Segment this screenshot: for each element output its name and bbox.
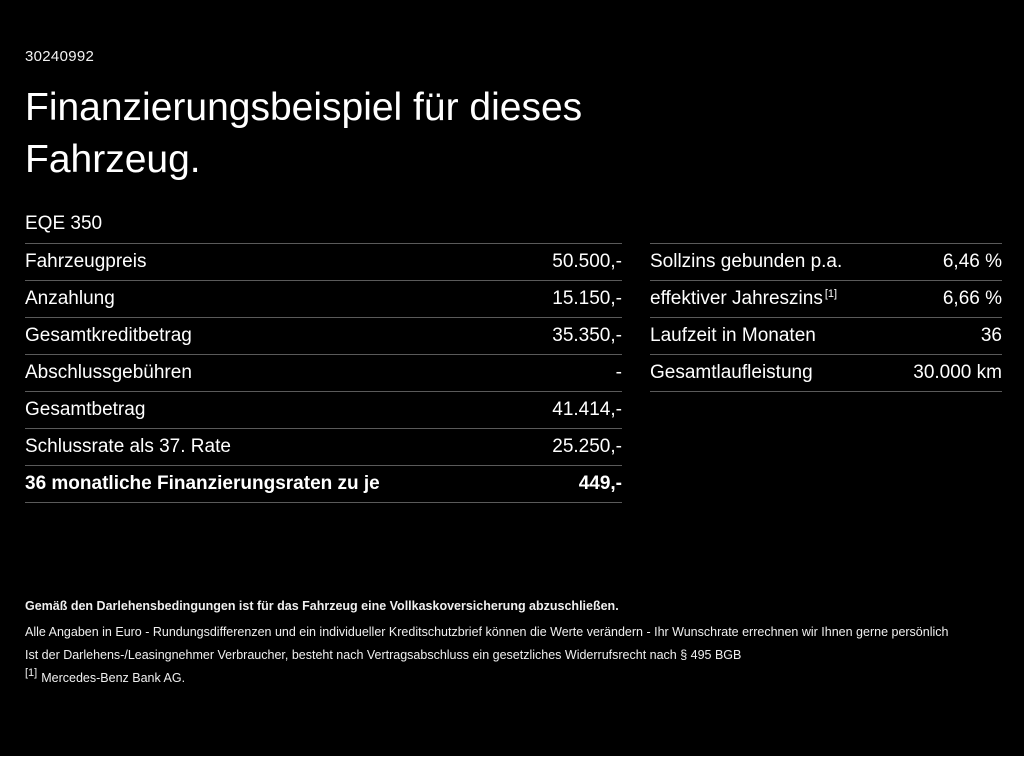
- footnote-disclaimer-2: Ist der Darlehens-/Leasingnehmer Verbrau…: [25, 647, 742, 662]
- row-label: Laufzeit in Monaten: [650, 325, 816, 346]
- row-value: 41.414,-: [552, 399, 622, 420]
- row-value: 50.500,-: [552, 251, 622, 272]
- row-value: 6,66 %: [942, 288, 1002, 309]
- table-row: Gesamtlaufleistung 30.000 km: [650, 354, 1002, 392]
- row-label: Anzahlung: [25, 288, 115, 309]
- row-label: Gesamtbetrag: [25, 399, 146, 420]
- row-value: -: [615, 362, 622, 383]
- row-label: Schlussrate als 37. Rate: [25, 436, 231, 457]
- row-label: Abschlussgebühren: [25, 362, 192, 383]
- table-row: Laufzeit in Monaten 36: [650, 317, 1002, 354]
- table-row: Gesamtkreditbetrag 35.350,-: [25, 317, 622, 354]
- footnotes: Gemäß den Darlehensbedingungen ist für d…: [25, 598, 990, 687]
- table-row: Sollzins gebunden p.a. 6,46 %: [650, 243, 1002, 280]
- row-label: Gesamtlaufleistung: [650, 362, 813, 383]
- row-label: 36 monatliche Finanzierungsraten zu je: [25, 473, 380, 494]
- row-value: 449,-: [578, 473, 622, 494]
- row-value: 36: [980, 325, 1002, 346]
- row-label: Fahrzeugpreis: [25, 251, 147, 272]
- vehicle-model: EQE 350: [25, 213, 103, 234]
- table-row: Schlussrate als 37. Rate 25.250,-: [25, 428, 622, 465]
- row-label: Gesamtkreditbetrag: [25, 325, 192, 346]
- document-id: 30240992: [25, 48, 95, 65]
- bottom-white-bar: [0, 756, 1024, 768]
- row-value: 15.150,-: [552, 288, 622, 309]
- row-value: 35.350,-: [552, 325, 622, 346]
- table-row: Gesamtbetrag 41.414,-: [25, 391, 622, 428]
- row-value: 25.250,-: [552, 436, 622, 457]
- row-label: Sollzins gebunden p.a.: [650, 251, 843, 272]
- row-value: 30.000 km: [913, 362, 1002, 383]
- row-label: effektiver Jahreszins [1]: [650, 287, 838, 309]
- table-row: Fahrzeugpreis 50.500,-: [25, 243, 622, 280]
- footnote-disclaimer-1: Alle Angaben in Euro - Rundungsdifferenz…: [25, 624, 949, 639]
- table-row: Anzahlung 15.150,-: [25, 280, 622, 317]
- row-value: 6,46 %: [942, 251, 1002, 272]
- footnote-source: [1] Mercedes-Benz Bank AG.: [25, 667, 186, 685]
- financing-table-left: Fahrzeugpreis 50.500,- Anzahlung 15.150,…: [25, 243, 622, 503]
- page-title: Finanzierungsbeispiel für dieses Fahrzeu…: [25, 86, 583, 181]
- footnote-marker: [1]: [824, 287, 838, 300]
- footnote-marker: [1]: [25, 667, 38, 680]
- footnote-insurance: Gemäß den Darlehensbedingungen ist für d…: [25, 599, 619, 613]
- table-row: effektiver Jahreszins [1] 6,66 %: [650, 280, 1002, 317]
- financing-table-right: Sollzins gebunden p.a. 6,46 % effektiver…: [650, 243, 1002, 392]
- table-row-monthly-rate: 36 monatliche Finanzierungsraten zu je 4…: [25, 465, 622, 503]
- table-row: Abschlussgebühren -: [25, 354, 622, 391]
